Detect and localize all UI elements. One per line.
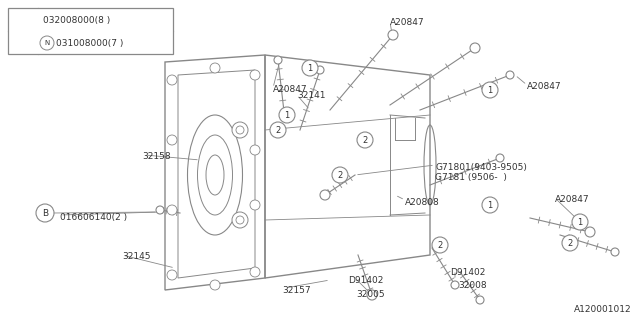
Text: 2: 2 bbox=[568, 238, 573, 247]
Text: A20847: A20847 bbox=[555, 195, 589, 204]
Circle shape bbox=[388, 30, 398, 40]
Circle shape bbox=[496, 154, 504, 162]
Circle shape bbox=[167, 75, 177, 85]
Text: 1: 1 bbox=[307, 63, 312, 73]
Circle shape bbox=[40, 36, 54, 50]
Circle shape bbox=[432, 237, 448, 253]
Text: 2: 2 bbox=[337, 171, 342, 180]
Text: A20847: A20847 bbox=[273, 85, 308, 94]
Circle shape bbox=[16, 36, 30, 50]
Circle shape bbox=[236, 126, 244, 134]
Circle shape bbox=[302, 60, 318, 76]
Circle shape bbox=[156, 206, 164, 214]
Circle shape bbox=[210, 280, 220, 290]
Circle shape bbox=[236, 216, 244, 224]
Circle shape bbox=[367, 290, 377, 300]
Circle shape bbox=[451, 281, 459, 289]
Text: 032008000(8 ): 032008000(8 ) bbox=[43, 15, 110, 25]
Circle shape bbox=[476, 296, 484, 304]
Text: A20847: A20847 bbox=[527, 82, 562, 91]
Circle shape bbox=[316, 66, 324, 74]
Text: 2: 2 bbox=[20, 38, 26, 47]
Text: A20808: A20808 bbox=[405, 198, 440, 207]
Circle shape bbox=[250, 200, 260, 210]
Circle shape bbox=[611, 248, 619, 256]
Circle shape bbox=[279, 107, 295, 123]
Circle shape bbox=[16, 13, 30, 27]
Text: G71801(9403-9505): G71801(9403-9505) bbox=[435, 163, 527, 172]
Circle shape bbox=[585, 227, 595, 237]
Text: 2: 2 bbox=[437, 241, 443, 250]
Circle shape bbox=[482, 197, 498, 213]
Text: 031008000(7 ): 031008000(7 ) bbox=[56, 38, 124, 47]
Text: 2: 2 bbox=[362, 135, 367, 145]
Circle shape bbox=[332, 167, 348, 183]
Text: G7181 (9506-  ): G7181 (9506- ) bbox=[435, 173, 507, 182]
Circle shape bbox=[357, 132, 373, 148]
Circle shape bbox=[232, 122, 248, 138]
Text: 32145: 32145 bbox=[122, 252, 150, 261]
Circle shape bbox=[320, 190, 330, 200]
Circle shape bbox=[470, 43, 480, 53]
Text: 2: 2 bbox=[275, 125, 280, 134]
Circle shape bbox=[270, 122, 286, 138]
Text: 1: 1 bbox=[488, 85, 493, 94]
Bar bbox=[8, 8, 173, 54]
Circle shape bbox=[250, 70, 260, 80]
Text: 016606140(2 ): 016606140(2 ) bbox=[60, 213, 127, 222]
Text: 1: 1 bbox=[20, 15, 26, 25]
Text: B: B bbox=[42, 209, 48, 218]
Circle shape bbox=[572, 214, 588, 230]
Circle shape bbox=[506, 71, 514, 79]
Text: A20847: A20847 bbox=[390, 18, 424, 27]
Circle shape bbox=[250, 267, 260, 277]
Text: 32008: 32008 bbox=[458, 281, 486, 290]
Circle shape bbox=[167, 205, 177, 215]
Text: A120001012: A120001012 bbox=[574, 305, 632, 314]
Circle shape bbox=[250, 145, 260, 155]
Text: 32157: 32157 bbox=[282, 286, 310, 295]
Circle shape bbox=[167, 270, 177, 280]
Circle shape bbox=[482, 82, 498, 98]
Text: D91402: D91402 bbox=[450, 268, 485, 277]
Text: 32158: 32158 bbox=[142, 152, 171, 161]
Text: 32141: 32141 bbox=[297, 91, 326, 100]
Circle shape bbox=[274, 56, 282, 64]
Circle shape bbox=[36, 204, 54, 222]
Circle shape bbox=[210, 63, 220, 73]
Circle shape bbox=[232, 212, 248, 228]
Text: 1: 1 bbox=[284, 110, 290, 119]
Text: N: N bbox=[44, 40, 50, 46]
Circle shape bbox=[562, 235, 578, 251]
Text: 1: 1 bbox=[577, 218, 582, 227]
Circle shape bbox=[167, 135, 177, 145]
Text: 32005: 32005 bbox=[356, 290, 385, 299]
Text: D91402: D91402 bbox=[348, 276, 383, 285]
Text: 1: 1 bbox=[488, 201, 493, 210]
